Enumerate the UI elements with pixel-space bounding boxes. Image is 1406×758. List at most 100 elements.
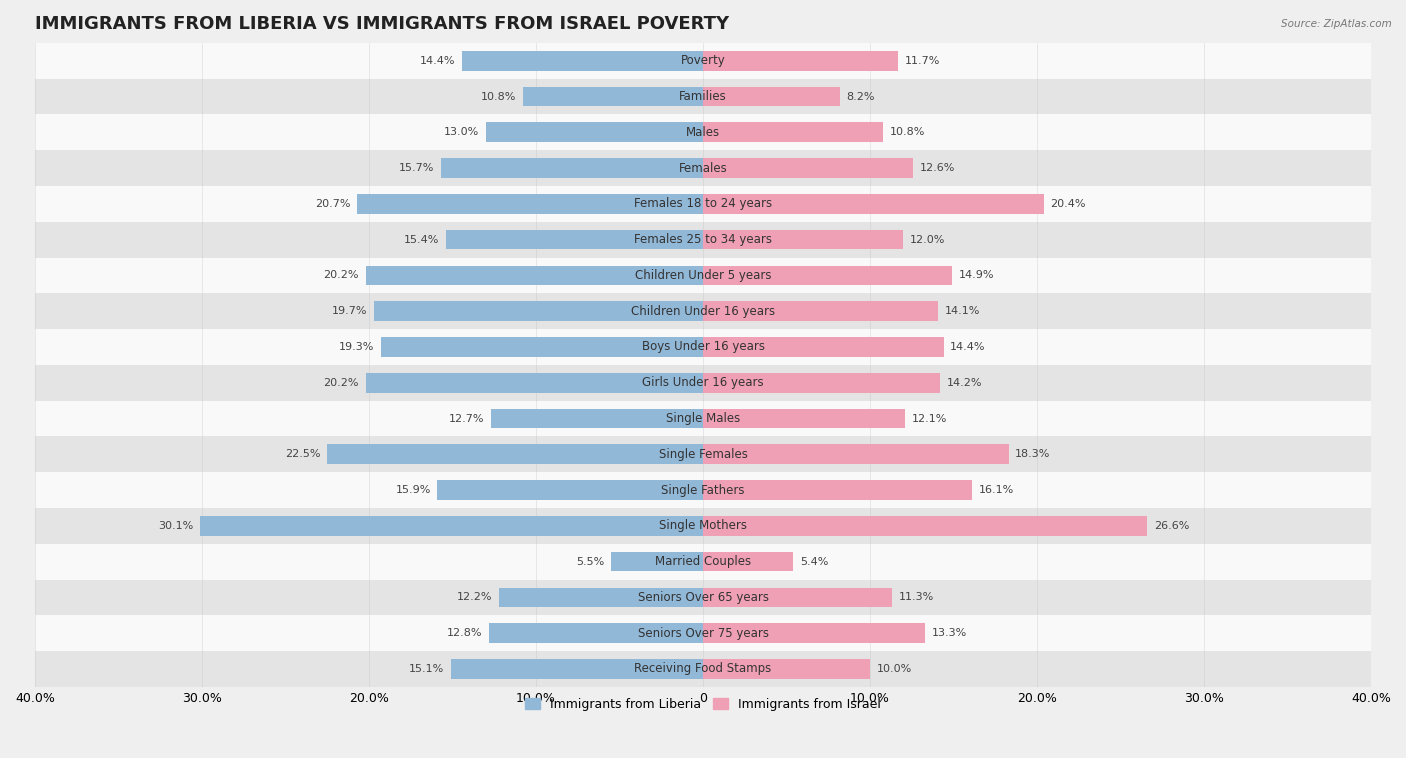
Text: 12.0%: 12.0% bbox=[910, 235, 945, 245]
Text: 15.4%: 15.4% bbox=[404, 235, 439, 245]
Text: Children Under 16 years: Children Under 16 years bbox=[631, 305, 775, 318]
Bar bbox=[703, 337, 943, 357]
Bar bbox=[200, 516, 703, 536]
Text: IMMIGRANTS FROM LIBERIA VS IMMIGRANTS FROM ISRAEL POVERTY: IMMIGRANTS FROM LIBERIA VS IMMIGRANTS FR… bbox=[35, 15, 730, 33]
Bar bbox=[703, 587, 891, 607]
Bar bbox=[703, 230, 904, 249]
Bar bbox=[703, 86, 839, 106]
Text: Families: Families bbox=[679, 90, 727, 103]
Bar bbox=[35, 329, 1371, 365]
Text: 12.2%: 12.2% bbox=[457, 593, 492, 603]
Text: Single Fathers: Single Fathers bbox=[661, 484, 745, 496]
Text: Children Under 5 years: Children Under 5 years bbox=[634, 269, 772, 282]
Text: 12.7%: 12.7% bbox=[449, 414, 484, 424]
Bar bbox=[489, 623, 703, 643]
Text: 19.7%: 19.7% bbox=[332, 306, 367, 316]
Text: 16.1%: 16.1% bbox=[979, 485, 1014, 495]
Text: 15.9%: 15.9% bbox=[395, 485, 430, 495]
Text: 12.6%: 12.6% bbox=[920, 163, 956, 173]
Bar bbox=[491, 409, 703, 428]
Text: Females 18 to 24 years: Females 18 to 24 years bbox=[634, 197, 772, 211]
Bar bbox=[703, 373, 941, 393]
Text: 14.4%: 14.4% bbox=[420, 56, 456, 66]
Text: Single Females: Single Females bbox=[658, 448, 748, 461]
Bar bbox=[35, 508, 1371, 543]
Text: 14.2%: 14.2% bbox=[946, 377, 983, 388]
Bar bbox=[35, 365, 1371, 401]
Text: Poverty: Poverty bbox=[681, 55, 725, 67]
Bar bbox=[486, 123, 703, 143]
Text: 5.4%: 5.4% bbox=[800, 556, 828, 567]
Text: 12.8%: 12.8% bbox=[447, 628, 482, 638]
Text: Females: Females bbox=[679, 161, 727, 174]
Bar bbox=[612, 552, 703, 572]
Bar bbox=[499, 587, 703, 607]
Bar bbox=[703, 623, 925, 643]
Text: 14.1%: 14.1% bbox=[945, 306, 980, 316]
Text: 12.1%: 12.1% bbox=[911, 414, 948, 424]
Text: Married Couples: Married Couples bbox=[655, 555, 751, 568]
Bar bbox=[703, 516, 1147, 536]
Bar bbox=[703, 444, 1008, 464]
Bar bbox=[703, 194, 1043, 214]
Text: 15.1%: 15.1% bbox=[409, 664, 444, 674]
Text: 5.5%: 5.5% bbox=[576, 556, 605, 567]
Bar bbox=[35, 543, 1371, 580]
Bar bbox=[35, 293, 1371, 329]
Text: 30.1%: 30.1% bbox=[159, 521, 194, 531]
Bar bbox=[35, 472, 1371, 508]
Text: 10.8%: 10.8% bbox=[890, 127, 925, 137]
Bar bbox=[35, 580, 1371, 615]
Bar bbox=[703, 481, 972, 500]
Bar bbox=[523, 86, 703, 106]
Text: 11.3%: 11.3% bbox=[898, 593, 934, 603]
Bar bbox=[35, 651, 1371, 687]
Bar bbox=[451, 659, 703, 678]
Bar bbox=[703, 265, 952, 285]
Bar bbox=[374, 302, 703, 321]
Text: 13.3%: 13.3% bbox=[932, 628, 967, 638]
Bar bbox=[703, 552, 793, 572]
Text: Girls Under 16 years: Girls Under 16 years bbox=[643, 376, 763, 390]
Text: 10.0%: 10.0% bbox=[877, 664, 912, 674]
Bar bbox=[381, 337, 703, 357]
Text: Single Males: Single Males bbox=[666, 412, 740, 425]
Text: Boys Under 16 years: Boys Under 16 years bbox=[641, 340, 765, 353]
Bar bbox=[35, 437, 1371, 472]
Text: 26.6%: 26.6% bbox=[1154, 521, 1189, 531]
Bar bbox=[437, 481, 703, 500]
Text: Males: Males bbox=[686, 126, 720, 139]
Text: 15.7%: 15.7% bbox=[399, 163, 434, 173]
Bar bbox=[366, 265, 703, 285]
Bar bbox=[357, 194, 703, 214]
Text: 14.4%: 14.4% bbox=[950, 342, 986, 352]
Bar bbox=[366, 373, 703, 393]
Bar bbox=[35, 150, 1371, 186]
Bar bbox=[703, 51, 898, 70]
Text: 19.3%: 19.3% bbox=[339, 342, 374, 352]
Text: 10.8%: 10.8% bbox=[481, 92, 516, 102]
Text: 14.9%: 14.9% bbox=[959, 271, 994, 280]
Bar bbox=[703, 123, 883, 143]
Text: 8.2%: 8.2% bbox=[846, 92, 875, 102]
Text: 22.5%: 22.5% bbox=[285, 449, 321, 459]
Bar bbox=[35, 114, 1371, 150]
Bar bbox=[35, 79, 1371, 114]
Bar bbox=[446, 230, 703, 249]
Text: Single Mothers: Single Mothers bbox=[659, 519, 747, 532]
Text: 20.4%: 20.4% bbox=[1050, 199, 1085, 209]
Text: 20.7%: 20.7% bbox=[315, 199, 350, 209]
Bar bbox=[35, 401, 1371, 437]
Text: Receiving Food Stamps: Receiving Food Stamps bbox=[634, 662, 772, 675]
Text: 20.2%: 20.2% bbox=[323, 271, 359, 280]
Legend: Immigrants from Liberia, Immigrants from Israel: Immigrants from Liberia, Immigrants from… bbox=[520, 693, 886, 716]
Text: 13.0%: 13.0% bbox=[444, 127, 479, 137]
Text: 18.3%: 18.3% bbox=[1015, 449, 1050, 459]
Bar bbox=[703, 302, 938, 321]
Text: Females 25 to 34 years: Females 25 to 34 years bbox=[634, 233, 772, 246]
Bar bbox=[328, 444, 703, 464]
Bar bbox=[35, 615, 1371, 651]
Text: Seniors Over 75 years: Seniors Over 75 years bbox=[637, 627, 769, 640]
Bar bbox=[35, 186, 1371, 222]
Text: 20.2%: 20.2% bbox=[323, 377, 359, 388]
